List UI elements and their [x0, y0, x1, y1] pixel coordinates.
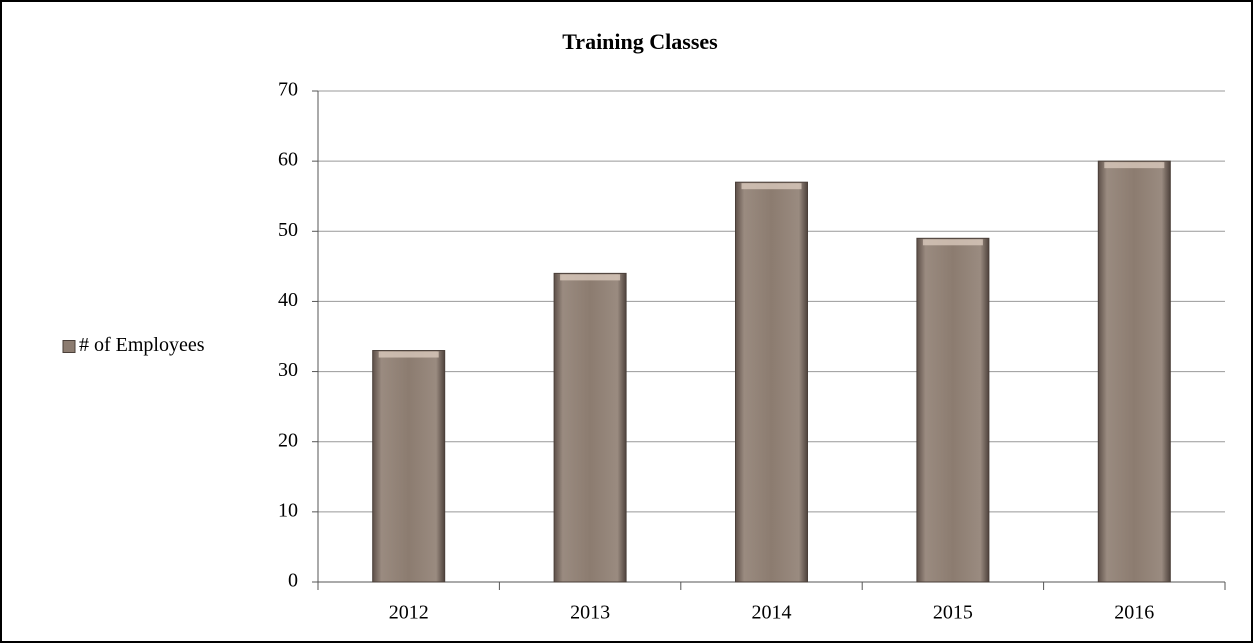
y-tick-label: 10: [278, 499, 298, 521]
bar: [735, 181, 808, 583]
bar-body: [372, 350, 446, 583]
x-tick-label: 2015: [933, 602, 973, 624]
y-tick-label: 70: [278, 79, 298, 101]
bar: [553, 272, 627, 583]
y-tick-label: 30: [278, 359, 298, 381]
bar-cap: [741, 183, 802, 190]
bar: [916, 237, 990, 583]
x-tick-label: 2012: [389, 602, 429, 624]
bar-body: [553, 272, 627, 583]
x-tick-label: 2013: [570, 602, 610, 624]
y-tick-label: 40: [278, 289, 298, 311]
bar-body: [1097, 160, 1171, 583]
bar-body: [916, 237, 990, 583]
y-tick-label: 0: [288, 570, 298, 592]
legend-swatch: [62, 340, 76, 353]
y-tick-label: 60: [278, 149, 298, 171]
bar-cap: [1104, 162, 1165, 169]
bar-cap: [560, 274, 621, 281]
bar: [372, 350, 446, 583]
bar-cap: [378, 351, 439, 358]
chart-title: Training Classes: [562, 29, 718, 54]
bar-body: [735, 181, 808, 583]
y-tick-label: 50: [278, 219, 298, 241]
bar-cap: [922, 239, 983, 246]
legend-label: # of Employees: [79, 334, 205, 356]
x-tick-label: 2016: [1114, 602, 1154, 624]
y-tick-label: 20: [278, 429, 298, 451]
x-tick-label: 2014: [752, 602, 792, 624]
bar: [1097, 160, 1171, 583]
